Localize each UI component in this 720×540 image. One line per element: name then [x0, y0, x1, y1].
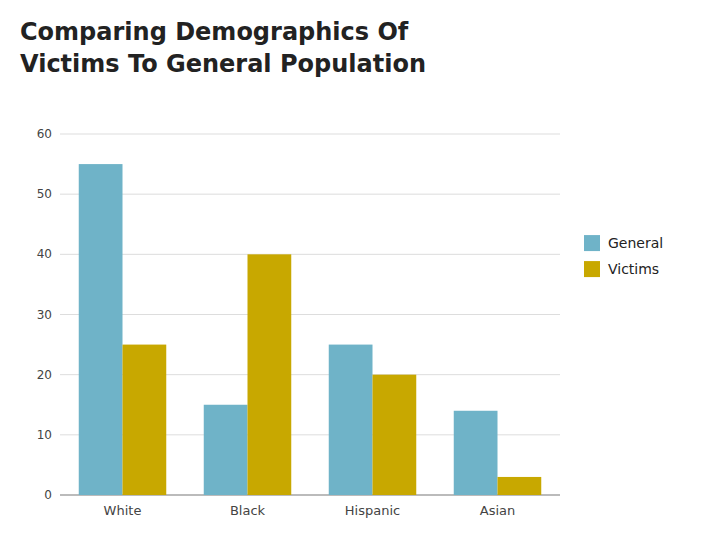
legend: General Victims	[584, 235, 663, 277]
y-tick-label: 10	[37, 428, 52, 442]
bar	[373, 375, 417, 495]
title-line: Comparing Demographics Of	[20, 18, 409, 46]
title-line: Victims To General Population	[20, 50, 426, 78]
y-tick-label: 0	[44, 488, 52, 502]
y-tick-label: 60	[37, 127, 52, 141]
axes: 0 10 20 30 40 50 60 White Black Hispanic Asian	[37, 127, 560, 518]
x-tick-label: Asian	[480, 503, 515, 518]
bars	[79, 164, 542, 495]
bar	[498, 477, 542, 495]
grid-line	[60, 194, 560, 195]
grid-line	[60, 254, 560, 255]
bar	[329, 345, 373, 495]
legend-label: General	[608, 235, 663, 251]
y-tick-label: 20	[37, 368, 52, 382]
chart-svg: Comparing Demographics Of Victims To Gene…	[0, 0, 720, 540]
grid-line	[60, 314, 560, 315]
bar	[204, 405, 248, 495]
bar	[79, 164, 123, 495]
x-tick-label: Black	[230, 503, 266, 518]
bar	[248, 254, 292, 495]
legend-swatch	[584, 261, 600, 277]
chart-container: Comparing Demographics Of Victims To Gene…	[0, 0, 720, 540]
legend-swatch	[584, 235, 600, 251]
grid-line	[60, 134, 560, 135]
bar	[123, 345, 167, 495]
bar	[454, 411, 498, 495]
x-tick-label: White	[104, 503, 142, 518]
title: Comparing Demographics Of Victims To Gene…	[20, 18, 426, 78]
y-tick-label: 50	[37, 187, 52, 201]
legend-label: Victims	[608, 261, 659, 277]
y-tick-label: 40	[37, 247, 52, 261]
x-tick-label: Hispanic	[345, 503, 400, 518]
y-tick-label: 30	[37, 308, 52, 322]
